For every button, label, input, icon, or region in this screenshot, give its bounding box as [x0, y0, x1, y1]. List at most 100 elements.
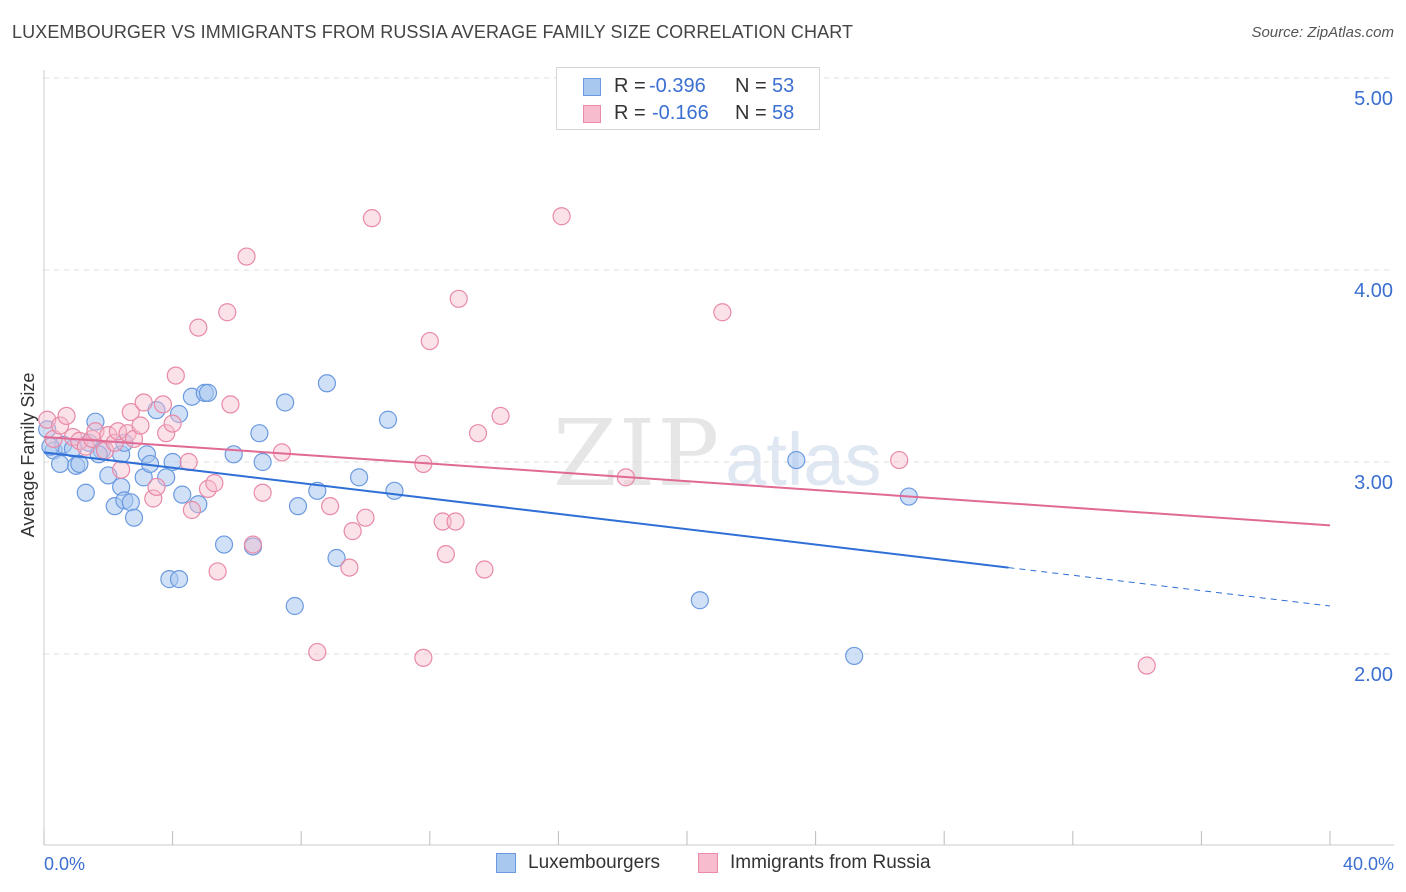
bottom-legend-swatch-pink [698, 853, 718, 873]
trend-lines [43, 436, 1331, 607]
luxembourger-point [250, 424, 269, 443]
legend-n-value: 53 [772, 75, 795, 97]
luxembourger-point [224, 445, 243, 464]
luxembourger-point [349, 468, 369, 487]
russia-immigrant-point [340, 558, 359, 577]
luxembourger-point [288, 497, 308, 516]
luxembourger-point [214, 535, 234, 554]
russia-immigrant-point [321, 497, 340, 516]
legend-swatch-pink [583, 105, 601, 123]
russia-immigrant-point [1137, 656, 1156, 675]
russia-immigrant-point [153, 395, 173, 414]
russia-trend-line [43, 436, 1331, 527]
russia-immigrant-point [189, 318, 208, 337]
russia-immigrant-point [446, 512, 465, 531]
y-tick-label: 5.00 [1354, 88, 1393, 110]
source-credit: Source: ZipAtlas.com [1251, 24, 1394, 41]
luxembourger-point [70, 454, 89, 474]
luxembourger-point [385, 481, 404, 500]
russia-immigrant-point [420, 331, 439, 351]
luxembourger-point [787, 450, 806, 470]
russia-immigrant-point [166, 366, 185, 385]
luxembourger-point [169, 570, 189, 589]
luxembourger-point [121, 493, 140, 512]
luxembourger-point [378, 410, 398, 429]
russia-immigrant-point [221, 395, 240, 414]
russia-immigrant-point [157, 424, 176, 443]
legend-swatch-blue [583, 78, 601, 96]
russia-immigrant-point [237, 247, 256, 266]
y-tick-label: 4.00 [1354, 280, 1393, 302]
luxembourgers-trend-extension [1008, 567, 1331, 607]
y-tick-label: 3.00 [1354, 472, 1393, 494]
legend-r-value: -0.396 [649, 75, 706, 97]
russia-immigrant-point [179, 452, 198, 472]
russia-immigrant-point [163, 414, 182, 433]
russia-immigrant-point [475, 560, 494, 579]
x-tick-label: 0.0% [44, 854, 85, 874]
bottom-legend-russia: Immigrants from Russia [730, 852, 931, 873]
axes [43, 70, 1394, 846]
russia-immigrant-point [356, 508, 375, 527]
russia-immigrant-point [121, 402, 140, 422]
russia-immigrants-points [38, 207, 1156, 675]
russia-immigrant-point [890, 450, 909, 470]
russia-immigrant-point [713, 303, 732, 322]
luxembourger-point [50, 454, 70, 474]
russia-immigrant-point [468, 424, 488, 443]
legend-r-label: R = [614, 75, 646, 97]
grid-lines [44, 77, 1394, 655]
luxembourger-point [845, 646, 864, 666]
chart-title: LUXEMBOURGER VS IMMIGRANTS FROM RUSSIA A… [12, 22, 854, 42]
russia-immigrant-point [449, 289, 468, 308]
y-axis-label: Average Family Size [18, 373, 38, 538]
russia-immigrant-point [182, 500, 201, 520]
bottom-legend-luxembourgers: Luxembourgers [528, 852, 661, 873]
x-tick-label: 40.0% [1343, 854, 1394, 874]
russia-immigrant-point [243, 535, 263, 554]
luxembourger-point [86, 412, 105, 431]
luxembourger-point [253, 452, 272, 472]
russia-immigrant-point [218, 303, 237, 322]
russia-immigrant-point [57, 406, 76, 426]
luxembourger-point [285, 596, 304, 616]
russia-immigrant-point [144, 489, 163, 508]
russia-immigrant-point [147, 477, 166, 497]
legend-n-label: N = [735, 75, 767, 97]
russia-immigrant-point [131, 416, 150, 435]
russia-immigrant-point [308, 642, 327, 662]
legend-n-value: 58 [772, 102, 795, 124]
russia-immigrant-point [205, 474, 224, 493]
correlation-legend: R = -0.396 N = 53 R = -0.166 N = 58 [556, 67, 820, 130]
legend-r-label: R = [614, 102, 646, 124]
russia-immigrant-point [436, 545, 455, 564]
luxembourger-point [169, 404, 189, 424]
russia-immigrant-point [552, 207, 571, 226]
luxembourger-point [317, 374, 337, 393]
legend-n-label: N = [735, 102, 767, 124]
y-tick-label: 2.00 [1354, 664, 1393, 686]
russia-immigrant-point [433, 512, 452, 531]
bottom-legend-swatch-blue [496, 853, 516, 873]
russia-immigrant-point [491, 406, 510, 426]
russia-immigrant-point [134, 393, 153, 412]
legend-r-value: -0.166 [652, 102, 709, 124]
luxembourger-point [276, 393, 295, 412]
luxembourger-point [157, 468, 176, 487]
luxembourger-point [124, 508, 144, 527]
luxembourger-point [327, 548, 346, 568]
luxembourger-point [198, 383, 218, 402]
luxembourger-point [76, 483, 95, 502]
luxembourgers-trend-line [43, 451, 1009, 569]
luxembourger-point [173, 485, 192, 504]
russia-immigrant-point [50, 416, 70, 435]
axis-labels: 2.00 3.00 4.00 5.00 0.0% 40.0% Average Family … [18, 88, 1394, 874]
luxembourger-point [690, 591, 709, 610]
russia-immigrant-point [208, 562, 227, 581]
russia-immigrant-point [414, 648, 433, 667]
russia-immigrant-point [253, 483, 272, 502]
russia-immigrant-point [343, 522, 362, 541]
russia-immigrant-point [112, 460, 131, 479]
russia-immigrant-point [362, 209, 382, 228]
